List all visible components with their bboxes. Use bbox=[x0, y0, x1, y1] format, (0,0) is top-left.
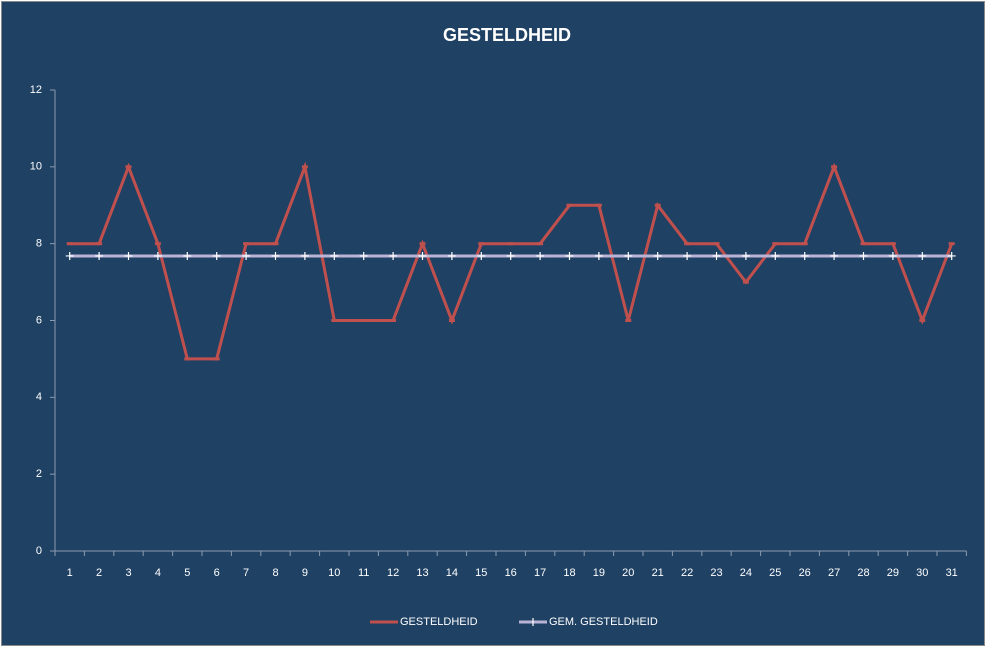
x-tick-label: 13 bbox=[416, 567, 428, 579]
point-marker bbox=[624, 251, 633, 260]
legend-label: GEM. GESTELDHEID bbox=[549, 616, 658, 628]
x-tick-label: 29 bbox=[887, 567, 899, 579]
point-marker bbox=[653, 251, 662, 260]
x-tick-label: 6 bbox=[214, 567, 220, 579]
x-tick-label: 3 bbox=[125, 567, 131, 579]
point-marker bbox=[947, 251, 956, 260]
point-marker bbox=[683, 251, 692, 260]
y-tick-label: 6 bbox=[36, 314, 42, 326]
x-tick-label: 10 bbox=[328, 567, 340, 579]
point-marker bbox=[447, 251, 456, 260]
point-marker bbox=[242, 251, 251, 260]
point-marker bbox=[418, 251, 427, 260]
chart-title: GESTELDHEID bbox=[443, 25, 571, 45]
point-marker bbox=[771, 251, 780, 260]
point-marker bbox=[800, 251, 809, 260]
point-marker bbox=[888, 251, 897, 260]
x-tick-label: 31 bbox=[946, 567, 958, 579]
point-marker bbox=[830, 251, 839, 260]
x-tick-label: 30 bbox=[916, 567, 928, 579]
x-tick-label: 15 bbox=[475, 567, 487, 579]
x-tick-label: 9 bbox=[302, 567, 308, 579]
point-marker bbox=[183, 251, 192, 260]
x-tick-label: 19 bbox=[593, 567, 605, 579]
x-tick-label: 22 bbox=[681, 567, 693, 579]
legend-label: GESTELDHEID bbox=[400, 616, 478, 628]
x-tick-label: 7 bbox=[243, 567, 249, 579]
x-tick-label: 16 bbox=[505, 567, 517, 579]
point-marker bbox=[65, 251, 74, 260]
x-tick-label: 26 bbox=[799, 567, 811, 579]
point-marker bbox=[712, 251, 721, 260]
point-marker bbox=[565, 251, 574, 260]
x-tick-label: 20 bbox=[622, 567, 634, 579]
x-tick-label: 23 bbox=[710, 567, 722, 579]
y-tick-label: 10 bbox=[30, 161, 42, 173]
point-marker bbox=[95, 251, 104, 260]
x-tick-label: 27 bbox=[828, 567, 840, 579]
point-marker bbox=[918, 251, 927, 260]
x-tick-label: 8 bbox=[272, 567, 278, 579]
point-marker bbox=[124, 251, 133, 260]
x-tick-label: 25 bbox=[769, 567, 781, 579]
point-marker bbox=[330, 251, 339, 260]
x-tick-label: 12 bbox=[387, 567, 399, 579]
x-tick-label: 17 bbox=[534, 567, 546, 579]
point-marker bbox=[594, 251, 603, 260]
point-marker bbox=[741, 251, 750, 260]
point-marker bbox=[536, 251, 545, 260]
y-tick-label: 12 bbox=[30, 84, 42, 96]
point-marker bbox=[477, 251, 486, 260]
y-tick-label: 8 bbox=[36, 238, 42, 250]
y-tick-label: 0 bbox=[36, 545, 42, 557]
y-tick-label: 4 bbox=[36, 391, 42, 403]
point-marker bbox=[153, 251, 162, 260]
point-marker bbox=[359, 251, 368, 260]
x-tick-label: 2 bbox=[96, 567, 102, 579]
point-marker bbox=[859, 251, 868, 260]
x-tick-label: 24 bbox=[740, 567, 752, 579]
x-tick-label: 14 bbox=[446, 567, 458, 579]
y-tick-label: 2 bbox=[36, 468, 42, 480]
x-tick-label: 28 bbox=[857, 567, 869, 579]
x-tick-label: 21 bbox=[652, 567, 664, 579]
x-tick-label: 11 bbox=[358, 567, 369, 579]
x-tick-label: 1 bbox=[67, 567, 73, 579]
point-marker bbox=[271, 251, 280, 260]
x-tick-label: 18 bbox=[563, 567, 575, 579]
point-marker bbox=[212, 251, 221, 260]
point-marker bbox=[506, 251, 515, 260]
point-marker bbox=[300, 251, 309, 260]
point-marker bbox=[389, 251, 398, 260]
x-tick-label: 5 bbox=[184, 567, 190, 579]
x-tick-label: 4 bbox=[155, 567, 161, 579]
